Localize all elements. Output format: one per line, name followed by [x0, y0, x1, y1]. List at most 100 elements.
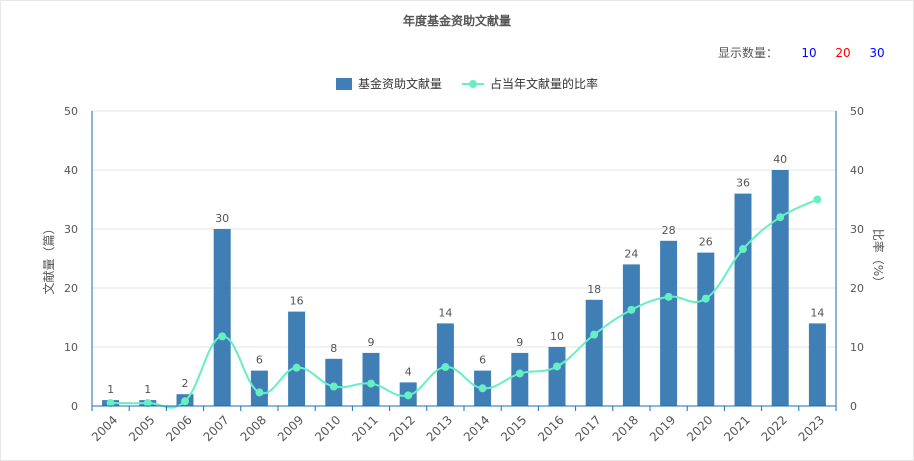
- x-tick-label: 2022: [758, 413, 789, 444]
- bar-value-label: 40: [773, 153, 787, 166]
- y-tick-label-left: 50: [64, 105, 78, 118]
- x-tick-label: 2010: [312, 413, 343, 444]
- y-tick-label-left: 20: [64, 282, 78, 295]
- bar[interactable]: [250, 370, 268, 406]
- ratio-point[interactable]: [329, 382, 338, 391]
- x-tick-label: 2017: [572, 413, 603, 444]
- bar-value-label: 14: [438, 306, 452, 319]
- ratio-point[interactable]: [515, 369, 524, 378]
- ratio-point[interactable]: [776, 213, 785, 222]
- bar[interactable]: [585, 299, 603, 406]
- y-tick-label-left: 30: [64, 223, 78, 236]
- bar[interactable]: [697, 252, 715, 406]
- legend: 基金资助文献量 占当年文献量的比率: [336, 76, 598, 91]
- bar-value-label: 30: [215, 212, 229, 225]
- legend-bar-label: 基金资助文献量: [358, 76, 442, 91]
- ratio-point[interactable]: [478, 384, 487, 393]
- x-tick-label: 2009: [275, 413, 306, 444]
- x-tick-label: 2012: [386, 413, 417, 444]
- count-option-30[interactable]: 30: [869, 45, 885, 60]
- data-labels: 1 1 2 30 6 16 8 9 4 14 6 9 10 18 24 28 26 36 40 14: [107, 153, 824, 396]
- bar-value-label: 36: [736, 177, 750, 190]
- bar-value-label: 9: [368, 336, 375, 349]
- bar-value-label: 28: [662, 224, 676, 237]
- bar[interactable]: [548, 347, 566, 406]
- x-tick-label: 2020: [684, 413, 715, 444]
- x-tick-label: 2011: [349, 413, 380, 444]
- bar-value-label: 1: [107, 383, 114, 396]
- bar[interactable]: [325, 358, 343, 406]
- x-tick-label: 2007: [200, 413, 231, 444]
- bar[interactable]: [362, 352, 380, 406]
- bar-value-label: 4: [405, 365, 412, 378]
- ratio-point[interactable]: [404, 391, 413, 400]
- ratio-point[interactable]: [590, 330, 599, 339]
- x-tick-label: 2019: [647, 413, 678, 444]
- bar-series: [102, 170, 826, 406]
- y-axis-title-left: 文献量（篇）: [41, 222, 56, 294]
- bar-value-label: 26: [699, 236, 713, 249]
- ratio-point[interactable]: [367, 379, 375, 388]
- x-tick-label: 2021: [721, 413, 752, 444]
- line-series: [106, 195, 822, 409]
- bar[interactable]: [771, 170, 789, 406]
- bar[interactable]: [808, 323, 826, 406]
- x-tick-label: 2023: [796, 413, 827, 444]
- bar[interactable]: [660, 240, 678, 406]
- ratio-point[interactable]: [292, 363, 301, 372]
- chart-title: 年度基金资助文献量: [402, 14, 511, 28]
- ratio-point[interactable]: [441, 363, 450, 372]
- y-tick-label-right: 40: [850, 164, 864, 177]
- ratio-point[interactable]: [627, 305, 636, 314]
- x-tick-label: 2005: [126, 413, 157, 444]
- count-option-20[interactable]: 20: [835, 45, 851, 60]
- bar-value-label: 16: [290, 295, 304, 308]
- bar-value-label: 24: [624, 247, 638, 260]
- y-tick-label-left: 0: [71, 400, 78, 413]
- legend-line-label: 占当年文献量的比率: [490, 76, 598, 91]
- ratio-point[interactable]: [181, 397, 189, 406]
- y-tick-label-right: 0: [850, 400, 857, 413]
- ratio-point[interactable]: [553, 362, 561, 371]
- x-tick-label: 2006: [163, 413, 194, 444]
- ratio-point[interactable]: [255, 388, 264, 397]
- x-tick-label: 2013: [424, 413, 455, 444]
- bar-value-label: 10: [550, 330, 564, 343]
- bar-value-label: 2: [182, 377, 189, 390]
- bar-value-label: 8: [330, 342, 337, 355]
- bar[interactable]: [288, 311, 306, 406]
- bar-value-label: 1: [144, 383, 151, 396]
- bar-value-label: 9: [516, 336, 523, 349]
- ratio-point[interactable]: [664, 292, 673, 301]
- y-tick-label-left: 10: [64, 341, 78, 354]
- legend-bar-swatch: [336, 78, 352, 90]
- bar-value-label: 6: [256, 354, 263, 367]
- count-option-10[interactable]: 10: [801, 45, 817, 60]
- y-tick-label-right: 10: [850, 341, 864, 354]
- bar[interactable]: [622, 264, 640, 406]
- x-tick-label: 2015: [498, 413, 529, 444]
- y-tick-label-left: 40: [64, 164, 78, 177]
- ratio-point[interactable]: [813, 195, 822, 204]
- ratio-point[interactable]: [218, 332, 227, 341]
- y-tick-label-right: 30: [850, 223, 864, 236]
- bar-value-label: 14: [810, 306, 824, 319]
- x-tick-label: 2018: [610, 413, 641, 444]
- bar[interactable]: [511, 352, 529, 406]
- x-tick-label: 2016: [535, 413, 566, 444]
- gridlines: [92, 110, 836, 348]
- ratio-point[interactable]: [701, 294, 710, 303]
- bar[interactable]: [213, 229, 231, 406]
- ratio-point[interactable]: [739, 245, 747, 254]
- ratio-point[interactable]: [106, 399, 115, 408]
- bar[interactable]: [734, 193, 752, 406]
- legend-line-marker: [469, 80, 477, 88]
- x-tick-label: 2008: [238, 413, 269, 444]
- ratio-point[interactable]: [143, 399, 152, 408]
- bar-value-label: 6: [479, 354, 486, 367]
- bar-value-label: 18: [587, 283, 601, 296]
- y-tick-label-right: 50: [850, 105, 864, 118]
- count-selector: 显示数量： 10 20 30: [718, 44, 894, 61]
